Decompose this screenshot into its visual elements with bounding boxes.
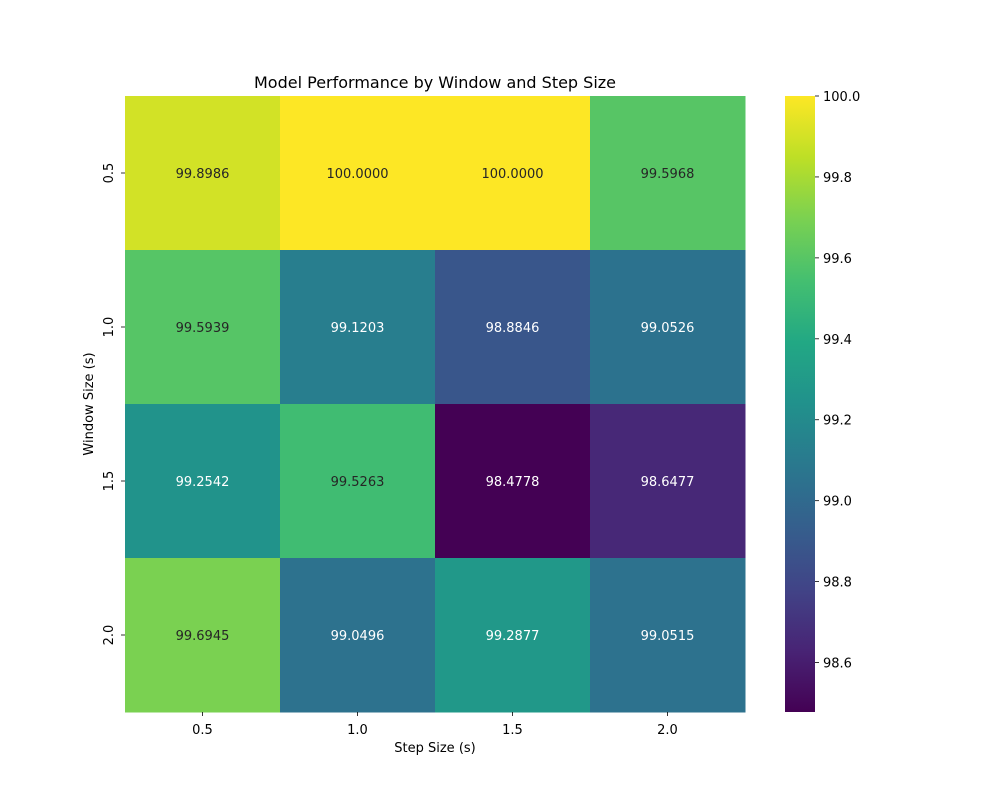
- heatmap-cell: [590, 558, 746, 713]
- colorbar-tick-label: 99.4: [823, 333, 852, 348]
- cell-value-label: 99.6945: [176, 629, 230, 644]
- x-tick-label: 1.0: [347, 723, 368, 738]
- heatmap-cell: [125, 404, 281, 559]
- colorbar-tick-label: 98.6: [823, 657, 852, 672]
- x-axis-ticks: 0.5 1.0 1.5 2.0: [192, 712, 678, 738]
- cell-value-label: 99.8986: [176, 167, 230, 182]
- cell-value-label: 98.4778: [486, 475, 540, 490]
- y-tick-label: 1.5: [102, 471, 117, 492]
- chart-title: Model Performance by Window and Step Siz…: [254, 73, 616, 92]
- x-tick-label: 0.5: [192, 723, 213, 738]
- heatmap-cell: [435, 404, 591, 559]
- heatmap-cell: [435, 96, 591, 251]
- cell-value-label: 99.0496: [331, 629, 385, 644]
- cell-value-label: 99.1203: [331, 321, 385, 336]
- y-tick-label: 1.0: [102, 317, 117, 338]
- cell-value-label: 99.5939: [176, 321, 230, 336]
- colorbar-tick-label: 99.8: [823, 171, 852, 186]
- colorbar-tick-label: 99.2: [823, 414, 852, 429]
- cell-value-label: 99.2877: [486, 629, 540, 644]
- y-tick-label: 0.5: [102, 163, 117, 184]
- colorbar-tick-label: 100.0: [823, 90, 860, 105]
- x-tick-label: 1.5: [502, 723, 523, 738]
- colorbar-tick-label: 99.6: [823, 252, 852, 267]
- heatmap-cell: [590, 404, 746, 559]
- cell-value-label: 99.0526: [641, 321, 695, 336]
- cell-value-label: 99.2542: [176, 475, 230, 490]
- cell-value-label: 99.5263: [331, 475, 385, 490]
- cell-value-label: 98.6477: [641, 475, 695, 490]
- heatmap-cell: [125, 96, 281, 251]
- x-tick-label: 2.0: [657, 723, 678, 738]
- cell-value-label: 100.0000: [326, 167, 388, 182]
- heatmap-cell: [435, 250, 591, 405]
- y-axis-label: Window Size (s): [82, 352, 97, 455]
- heatmap-cell: [435, 558, 591, 713]
- heatmap-cell: [280, 404, 436, 559]
- colorbar: [785, 96, 815, 712]
- heatmap-cell: [280, 96, 436, 251]
- heatmap-cell: [125, 250, 281, 405]
- heatmap-cells: [125, 96, 746, 713]
- colorbar-tick-label: 98.8: [823, 576, 852, 591]
- heatmap-cell: [590, 250, 746, 405]
- cell-value-label: 99.0515: [641, 629, 695, 644]
- y-axis-ticks: 0.5 1.0 1.5 2.0: [102, 163, 125, 646]
- cell-value-label: 99.5968: [641, 167, 695, 182]
- colorbar-tick-label: 99.0: [823, 495, 852, 510]
- heatmap-cell: [280, 250, 436, 405]
- heatmap-cell: [590, 96, 746, 251]
- cell-value-label: 100.0000: [481, 167, 543, 182]
- cell-value-label: 98.8846: [486, 321, 540, 336]
- x-axis-label: Step Size (s): [394, 741, 475, 756]
- heatmap-cell: [125, 558, 281, 713]
- y-tick-label: 2.0: [102, 625, 117, 646]
- heatmap-value-labels: 99.8986 100.0000 100.0000 99.5968 99.5939 99.…: [176, 167, 695, 644]
- heatmap-cell: [280, 558, 436, 713]
- colorbar-ticks: 98.6 98.8 99.0 99.2 99.4 99.6 99.8 100.0: [815, 90, 860, 672]
